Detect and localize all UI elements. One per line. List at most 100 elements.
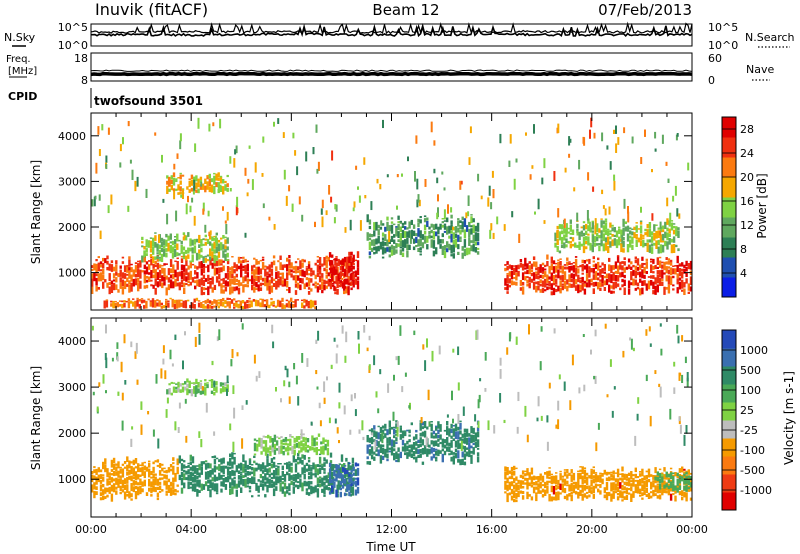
scatter-cell bbox=[612, 281, 615, 290]
scatter-cell bbox=[222, 179, 225, 184]
scatter-cell bbox=[251, 464, 254, 466]
scatter-cell bbox=[663, 474, 666, 480]
scatter-cell bbox=[169, 481, 173, 487]
scatter-cell bbox=[568, 266, 571, 273]
freq-label-line2: [MHz] bbox=[8, 66, 37, 77]
scatter-cell bbox=[158, 481, 162, 485]
scatter-cell bbox=[244, 232, 247, 238]
scatter-cell bbox=[215, 483, 219, 492]
scatter-cell bbox=[544, 268, 547, 271]
scatter-cell bbox=[436, 212, 439, 220]
scatter-cell bbox=[336, 427, 339, 434]
scatter-cell bbox=[645, 329, 648, 336]
scatter-cell bbox=[254, 299, 258, 307]
scatter-cell bbox=[672, 472, 675, 475]
scatter-cell bbox=[555, 278, 558, 285]
scatter-cell bbox=[145, 248, 148, 253]
scatter-cell bbox=[190, 174, 194, 179]
scatter-cell bbox=[656, 474, 659, 479]
scatter-cell bbox=[315, 437, 318, 440]
scatter-cell bbox=[209, 235, 212, 240]
scatter-cell bbox=[631, 244, 634, 250]
scatter-cell bbox=[643, 280, 646, 286]
scatter-cell bbox=[294, 274, 298, 284]
scatter-cell bbox=[158, 256, 161, 259]
scatter-cell bbox=[198, 234, 201, 244]
scatter-cell bbox=[685, 484, 688, 492]
scatter-cell bbox=[163, 281, 166, 286]
scatter-cell bbox=[546, 274, 549, 283]
scatter-cell bbox=[108, 286, 111, 295]
scatter-cell bbox=[171, 298, 174, 308]
scatter-cell bbox=[602, 205, 605, 209]
scatter-cell bbox=[563, 469, 567, 471]
scatter-cell bbox=[609, 230, 612, 233]
scatter-cell bbox=[606, 394, 609, 398]
scatter-cell bbox=[395, 437, 398, 442]
scatter-cell bbox=[524, 470, 527, 473]
scatter-cell bbox=[615, 239, 619, 249]
scatter-cell bbox=[612, 475, 615, 481]
scatter-cell bbox=[183, 460, 186, 463]
scatter-cell bbox=[579, 277, 582, 280]
scatter-cell bbox=[668, 220, 671, 227]
scatter-cell bbox=[559, 470, 562, 473]
scatter-cell bbox=[121, 303, 124, 309]
scatter-cell bbox=[668, 238, 671, 245]
scatter-cell bbox=[211, 243, 214, 252]
scatter-cell bbox=[435, 433, 438, 439]
scatter-cell bbox=[242, 256, 245, 259]
scatter-cell bbox=[231, 461, 234, 469]
scatter-cell bbox=[571, 229, 575, 235]
scatter-cell bbox=[377, 408, 380, 414]
scatter-cell bbox=[435, 459, 438, 462]
scatter-cell bbox=[161, 477, 164, 480]
scatter-cell bbox=[202, 484, 206, 490]
scatter-cell bbox=[280, 436, 283, 438]
scatter-cell bbox=[235, 278, 238, 283]
scatter-cell bbox=[224, 387, 227, 392]
scatter-cell bbox=[623, 279, 626, 286]
scatter-cell bbox=[209, 258, 212, 266]
scatter-cell bbox=[616, 256, 620, 263]
scatter-cell bbox=[117, 273, 120, 278]
scatter-cell bbox=[140, 298, 144, 300]
scatter-cell bbox=[352, 271, 355, 274]
scatter-cell bbox=[393, 234, 396, 238]
scatter-cell bbox=[655, 240, 658, 249]
scatter-cell bbox=[569, 232, 572, 235]
scatter-cell bbox=[561, 283, 564, 286]
scatter-cell bbox=[335, 269, 338, 275]
scatter-cell bbox=[224, 484, 228, 490]
scatter-cell bbox=[581, 263, 584, 272]
scatter-cell bbox=[401, 430, 405, 439]
scatter-cell bbox=[198, 463, 201, 471]
scatter-cell bbox=[185, 466, 188, 469]
scatter-cell bbox=[218, 273, 221, 280]
scatter-cell bbox=[599, 265, 602, 268]
scatter-cell bbox=[689, 479, 692, 485]
scatter-cell bbox=[329, 460, 333, 464]
scatter-cell bbox=[125, 300, 128, 303]
scatter-cell bbox=[189, 454, 192, 461]
scatter-cell bbox=[619, 494, 622, 498]
scatter-cell bbox=[182, 251, 186, 257]
scatter-cell bbox=[524, 257, 527, 267]
scatter-cell bbox=[592, 469, 595, 474]
scatter-cell bbox=[225, 224, 228, 235]
scatter-cell bbox=[224, 249, 227, 253]
scatter-cell bbox=[515, 158, 518, 163]
scatter-cell bbox=[379, 455, 383, 464]
scatter-cell bbox=[447, 204, 449, 214]
scatter-cell bbox=[244, 478, 247, 488]
scatter-cell bbox=[224, 236, 227, 239]
scatter-cell bbox=[380, 220, 383, 226]
scatter-cell bbox=[621, 499, 624, 502]
scatter-cell bbox=[331, 479, 334, 483]
scatter-cell bbox=[425, 436, 428, 443]
scatter-cell bbox=[156, 464, 160, 467]
scatter-cell bbox=[106, 282, 109, 288]
scatter-cell bbox=[93, 469, 96, 474]
scatter-cell bbox=[95, 486, 98, 490]
scatter-cell bbox=[156, 281, 160, 288]
